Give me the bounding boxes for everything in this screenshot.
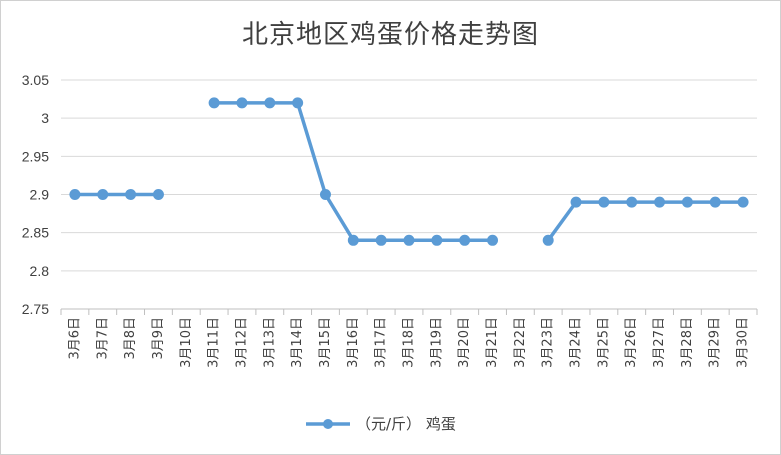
data-point xyxy=(570,196,582,208)
y-tick-label: 3.05 xyxy=(22,72,49,88)
series-line xyxy=(212,101,495,243)
legend-label: （元/斤） 鸡蛋 xyxy=(356,415,456,433)
x-tick-label: 3月6日 xyxy=(67,317,82,360)
data-point xyxy=(125,189,137,200)
x-tick-label: 3月23日 xyxy=(541,317,556,368)
y-tick-label: 2.85 xyxy=(22,225,49,241)
data-point xyxy=(403,234,415,246)
data-point xyxy=(431,234,443,246)
data-point xyxy=(626,196,638,208)
x-tick-label: 3月12日 xyxy=(234,317,249,368)
x-tick-label: 3月28日 xyxy=(680,317,695,368)
y-tick-label: 2.9 xyxy=(30,187,50,203)
series-line xyxy=(546,200,745,243)
y-tick-label: 2.8 xyxy=(30,263,50,279)
data-point xyxy=(737,196,749,208)
data-point xyxy=(709,196,721,208)
data-point xyxy=(654,196,666,208)
data-point xyxy=(208,97,220,109)
x-tick-label: 3月25日 xyxy=(596,317,611,368)
y-tick-label: 2.75 xyxy=(22,301,49,317)
x-tick-label: 3月13日 xyxy=(262,317,277,368)
x-tick-label: 3月24日 xyxy=(569,317,584,368)
x-tick-label: 3月21日 xyxy=(485,317,500,368)
data-point xyxy=(375,234,387,246)
x-tick-label: 3月29日 xyxy=(708,317,723,368)
data-point xyxy=(681,196,693,208)
x-tick-label: 3月30日 xyxy=(736,317,751,368)
data-point xyxy=(152,189,164,200)
x-tick-label: 3月20日 xyxy=(457,317,472,368)
x-tick-label: 3月26日 xyxy=(624,317,639,368)
x-tick-label: 3月15日 xyxy=(318,317,333,368)
data-point xyxy=(347,234,359,246)
data-point xyxy=(69,189,81,200)
x-tick-label: 3月9日 xyxy=(151,317,166,360)
x-tick-label: 3月19日 xyxy=(429,317,444,368)
data-point xyxy=(598,196,610,208)
y-tick-label: 2.95 xyxy=(22,148,49,164)
x-tick-label: 3月14日 xyxy=(290,317,305,368)
data-point xyxy=(97,189,109,200)
x-tick-label: 3月11日 xyxy=(207,317,222,368)
x-tick-label: 3月22日 xyxy=(513,317,528,368)
data-point xyxy=(236,97,248,109)
legend-marker xyxy=(323,419,333,429)
x-tick-label: 3月18日 xyxy=(402,317,417,368)
data-point xyxy=(319,189,331,200)
x-tick-label: 3月10日 xyxy=(179,317,194,368)
x-tick-label: 3月16日 xyxy=(346,317,361,368)
x-tick-label: 3月7日 xyxy=(95,317,110,360)
chart-title: 北京地区鸡蛋价格走势图 xyxy=(241,20,539,50)
x-tick-label: 3月17日 xyxy=(374,317,389,368)
data-point xyxy=(542,234,554,246)
data-point xyxy=(292,97,304,109)
x-tick-label: 3月8日 xyxy=(123,317,138,360)
data-point xyxy=(264,97,276,109)
y-tick-label: 3 xyxy=(41,110,49,126)
x-tick-label: 3月27日 xyxy=(652,317,667,368)
data-point xyxy=(487,234,499,246)
data-point xyxy=(459,234,471,246)
